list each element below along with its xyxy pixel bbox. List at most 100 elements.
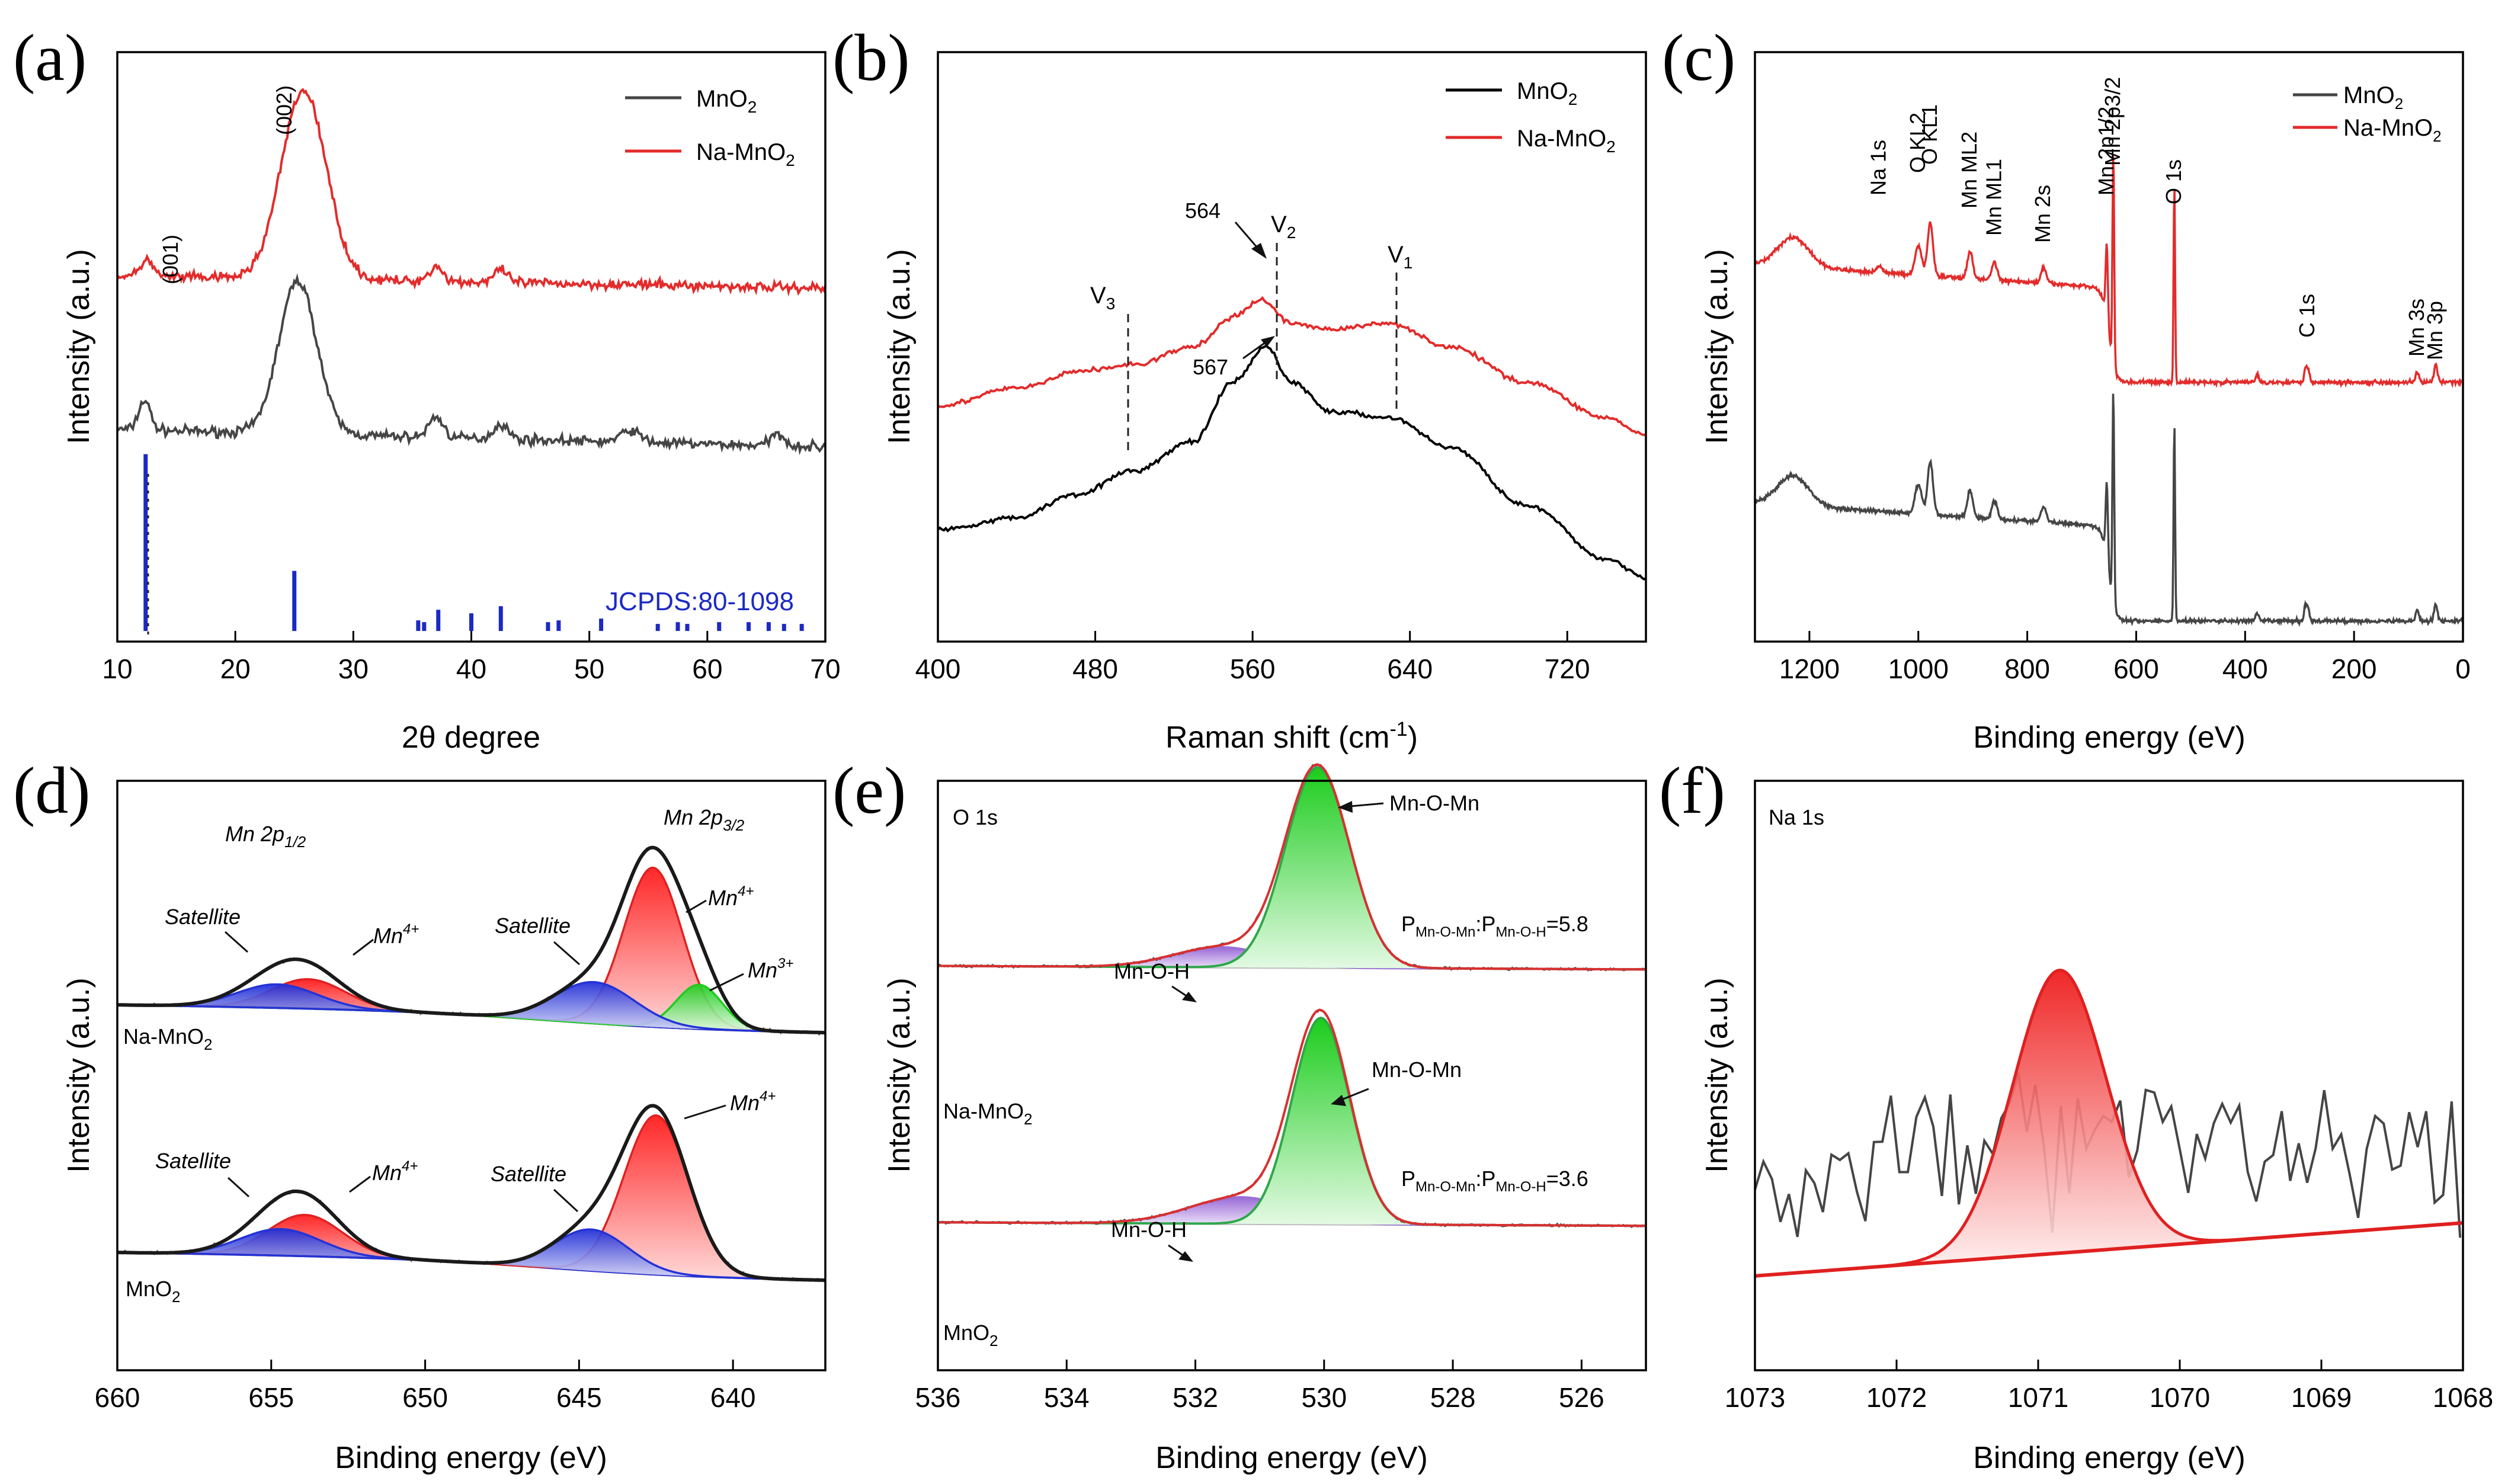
a-label-001: (001): [158, 235, 182, 284]
d-label-2p32: Mn 2p3/2: [664, 805, 745, 834]
e-top-mnomn-head: [1338, 801, 1353, 813]
b-legend-na: Na-MnO2: [1517, 126, 1616, 156]
f-tick-label-4: 1069: [2291, 1382, 2352, 1413]
b-tick-label-3: 640: [1387, 653, 1433, 684]
c-peak-label-0: Na 1s: [1866, 140, 1891, 195]
d-ylabel: Intensity (a.u.): [62, 977, 96, 1172]
a-series-1: [116, 88, 827, 297]
d-envelope-1: [117, 1104, 825, 1282]
f-tick-label-5: 1068: [2433, 1382, 2493, 1413]
d-tick-label-1: 655: [248, 1382, 294, 1413]
f-frame: [1754, 780, 2464, 1371]
c-peak-label-6: Mn 2p1/2: [2094, 107, 2118, 195]
d-fill-1-3: [117, 1229, 825, 1280]
a-reference-sticks: [143, 454, 804, 632]
a-tick-label-1: 20: [220, 653, 251, 684]
a-tick-label-6: 70: [810, 653, 840, 684]
c-peak-label-7: Mn 2p3/2: [2100, 77, 2125, 166]
c-xlabel: Binding energy (eV): [1973, 720, 2246, 755]
e-tick-label-1: 534: [1044, 1382, 1090, 1413]
a-label-002: (002): [272, 85, 296, 135]
e-sample-bottom: MnO2: [943, 1320, 998, 1350]
a-legend: MnO2 Na-MnO2: [625, 86, 795, 169]
d-top-mn3: Mn3+: [748, 956, 793, 982]
f-region: Na 1s: [1769, 805, 1824, 829]
d-bot-sat-1: Satellite: [155, 1149, 231, 1173]
d-fill-0-3: [117, 985, 825, 1033]
c-peak-label-8: O 1s: [2161, 159, 2186, 204]
d-top-sat-2: Satellite: [495, 914, 571, 938]
d-series-group: [117, 845, 826, 1283]
b-tick-label-4: 720: [1545, 653, 1590, 684]
b-series-group: [937, 296, 1647, 581]
panel-label-a: (a): [13, 21, 87, 95]
d-sample-top: Na-MnO2: [123, 1024, 213, 1053]
b-ylabel: Intensity (a.u.): [882, 249, 917, 444]
a-jcpds-label: JCPDS:80-1098: [606, 587, 794, 616]
d-fill-0-4: [117, 982, 825, 1033]
c-peak-label-10: Mn 3s: [2404, 299, 2429, 357]
d-bot-mn4-1-arrow: [349, 1175, 371, 1193]
d-frame: [116, 780, 827, 1371]
a-tick-label-4: 50: [574, 653, 604, 684]
c-series-1: [1754, 156, 2464, 389]
b-legend-mno2: MnO2: [1517, 78, 1577, 108]
c-tick-label-5: 200: [2331, 653, 2377, 684]
d-tick-label-0: 660: [95, 1382, 140, 1413]
c-peak-label-3: Mn ML2: [1957, 132, 1981, 209]
c-tick-label-6: 0: [2455, 653, 2471, 684]
d-bot-mn4-2: Mn4+: [730, 1088, 776, 1115]
f-x-ticks: 1073 1072 1071 1070 1069 1068: [1725, 1360, 2493, 1413]
f-xlabel: Binding energy (eV): [1973, 1441, 2246, 1475]
b-series-0: [937, 344, 1647, 581]
f-ylabel: Intensity (a.u.): [1700, 977, 1734, 1172]
e-tick-label-3: 530: [1301, 1382, 1347, 1413]
e-series-group: [937, 762, 1647, 1228]
e-ratio-bottom: PMn-O-Mn:PMn-O-H=3.6: [1401, 1166, 1588, 1195]
b-tick-label-2: 560: [1230, 653, 1276, 684]
c-peak-label-4: Mn ML1: [1982, 159, 2006, 236]
e-xlabel: Binding energy (eV): [1155, 1441, 1428, 1475]
panel-e-o1s: (e) O 1s Mn-O-Mn Mn-O-H PMn-O-Mn:PMn-O-H…: [832, 754, 1647, 1475]
d-top-sat-1-arrow: [224, 931, 249, 953]
b-label-v2: V2: [1271, 211, 1296, 242]
c-legend-mno2: MnO2: [2343, 82, 2403, 113]
b-label-v1: V1: [1388, 242, 1412, 272]
d-tick-label-2: 650: [402, 1382, 448, 1413]
c-peak-label-1: O KL2: [1905, 113, 1930, 173]
panel-f-na1s: (f) Na 1s 1073 1072 1071 1070 1069 1068 Bindi…: [1659, 754, 2493, 1475]
c-tick-label-3: 600: [2113, 653, 2159, 684]
panel-d-mn2p: (d) Mn 2p1/2 Mn 2p3/2 Satellite Mn4+ Sat…: [13, 754, 827, 1475]
c-legend: MnO2 Na-MnO2: [2293, 82, 2442, 145]
e-ylabel: Intensity (a.u.): [882, 977, 917, 1172]
c-ylabel: Intensity (a.u.): [1700, 249, 1734, 444]
d-tick-label-4: 640: [710, 1382, 756, 1413]
e-sample-top: Na-MnO2: [943, 1099, 1033, 1128]
c-x-ticks: 1200 1000 800 600 400 200 0: [1779, 631, 2471, 684]
b-tick-label-0: 400: [915, 653, 961, 684]
e-ratio-top: PMn-O-Mn:PMn-O-H=5.8: [1401, 912, 1588, 940]
b-label-v3: V3: [1090, 283, 1115, 313]
d-bot-mn4-1: Mn4+: [372, 1158, 418, 1185]
e-envelope-1: [938, 1008, 1646, 1227]
d-fill-1-2: [117, 1115, 825, 1280]
f-tick-label-3: 1070: [2150, 1382, 2210, 1413]
e-envelope-0: [938, 763, 1646, 971]
panel-label-c: (c): [1662, 21, 1735, 95]
b-label-564: 564: [1185, 198, 1221, 223]
a-tick-label-0: 10: [102, 653, 132, 684]
c-series-group: [1754, 156, 2464, 627]
c-peak-label-9: C 1s: [2295, 294, 2319, 338]
e-region: O 1s: [953, 805, 998, 829]
d-label-2p12: Mn 2p1/2: [225, 822, 306, 851]
a-tick-label-2: 30: [338, 653, 369, 684]
f-tick-label-0: 1073: [1725, 1382, 1785, 1413]
a-xlabel: 2θ degree: [402, 720, 540, 755]
c-tick-label-1: 1000: [1888, 653, 1949, 684]
a-legend-mno2: MnO2: [696, 86, 757, 116]
d-bot-sat-2: Satellite: [491, 1162, 566, 1186]
d-fill-0-2: [117, 867, 825, 1033]
e-top-mnomn: Mn-O-Mn: [1389, 791, 1479, 815]
